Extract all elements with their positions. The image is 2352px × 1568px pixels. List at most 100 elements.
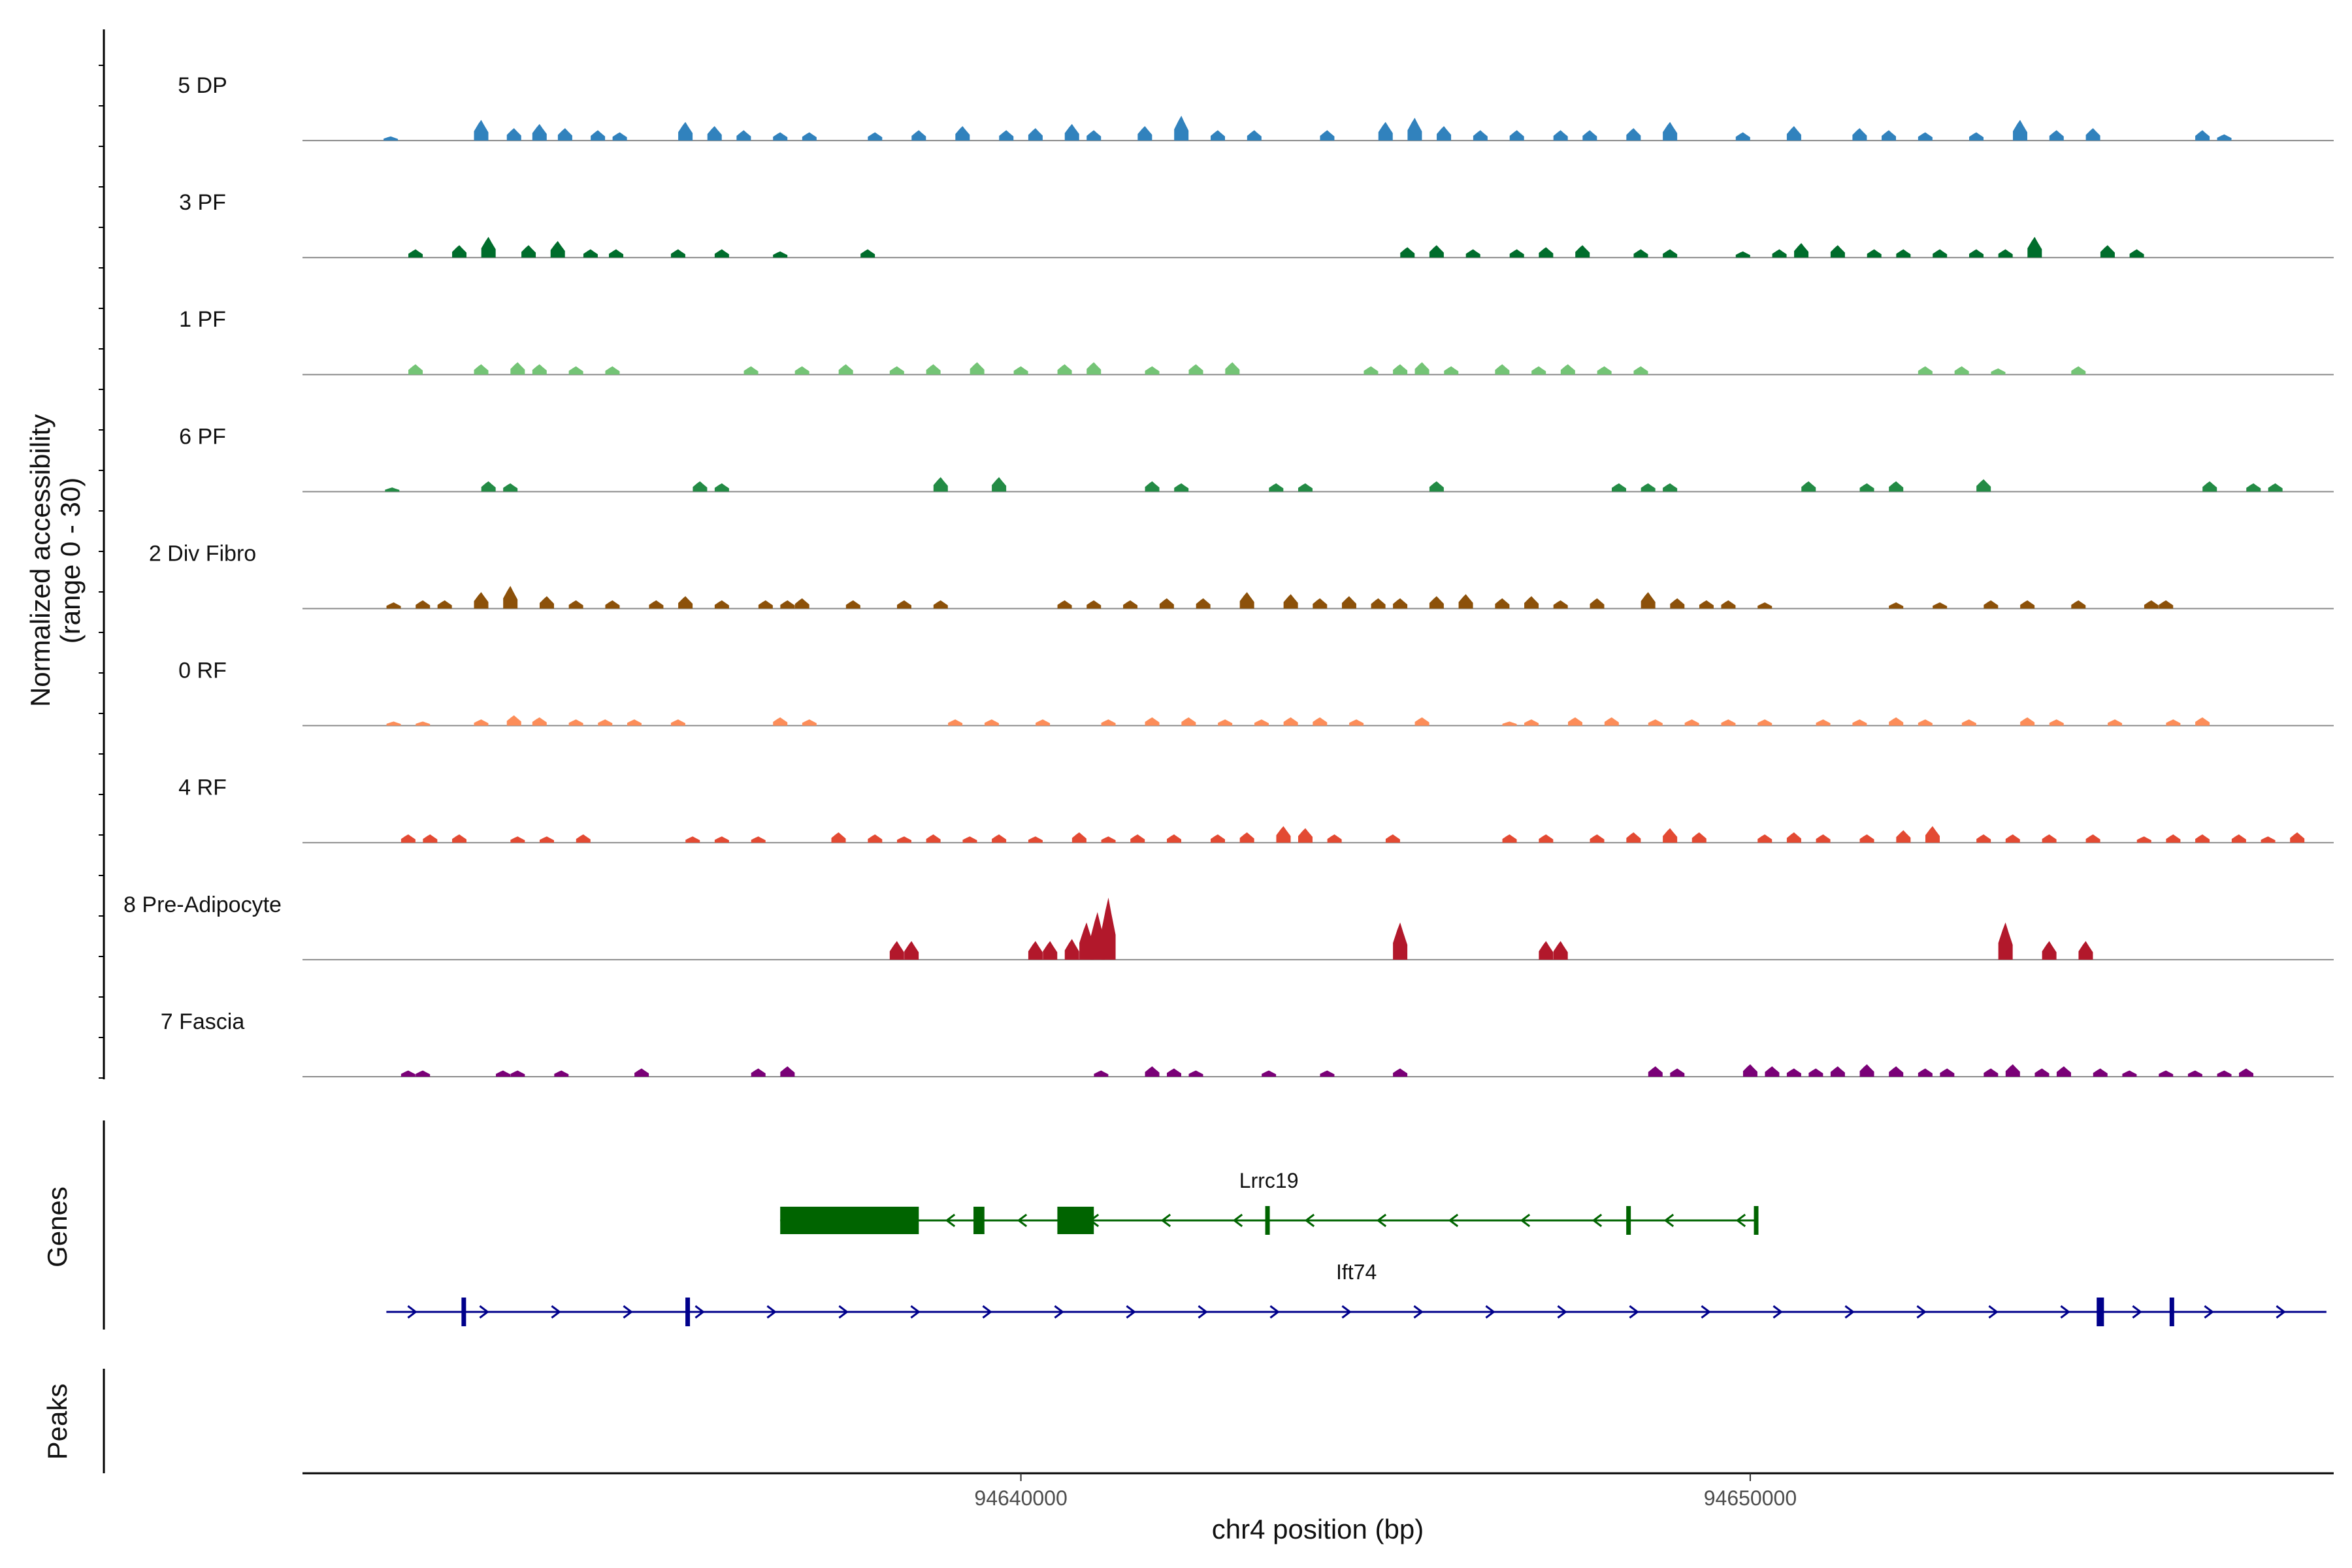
coverage-peak: [714, 836, 729, 843]
coverage-peak: [495, 1070, 510, 1077]
coverage-peak: [1327, 834, 1342, 843]
coverage-peak: [802, 132, 817, 141]
strand-arrow: [766, 1305, 777, 1319]
coverage-peak: [385, 487, 400, 492]
coverage-peak: [1145, 481, 1160, 492]
coverage-peak: [2166, 834, 2181, 843]
coverage-tracks: 5 DP 3 PF 1 PF 6 PF 2 Div Fibro 0 RF 4 RF 8 Pre…: [123, 73, 2334, 1077]
coverage-peak: [1940, 1068, 1955, 1077]
coverage-peak: [1211, 834, 1226, 843]
coverage-peak: [2071, 366, 2086, 375]
coverage-peak: [714, 249, 729, 258]
strand-arrow: [1520, 1213, 1531, 1228]
coverage-peak: [1626, 832, 1641, 843]
coverage-peak: [1254, 719, 1269, 726]
coverage-peak: [904, 941, 919, 960]
coverage-peak: [2187, 1070, 2202, 1077]
coverage-peak: [649, 600, 664, 609]
coverage-peak: [1786, 1068, 1801, 1077]
coverage-peak: [794, 366, 809, 375]
strand-arrow: [2132, 1305, 2142, 1319]
genes-track-title: Genes: [42, 1186, 73, 1267]
coverage-peak: [1808, 1068, 1823, 1077]
coverage-peak: [400, 1070, 416, 1077]
coverage-peak: [1539, 941, 1554, 960]
coverage-peak: [1954, 366, 1969, 375]
coverage-peak: [1648, 719, 1663, 726]
strand-arrow: [1269, 1305, 1280, 1319]
coverage-peak: [568, 719, 583, 726]
coverage-peak: [634, 1068, 649, 1077]
coverage-peak: [1502, 834, 1517, 843]
coverage-peak: [1313, 598, 1328, 609]
gene-track: Lrrc19 Ift74: [386, 1169, 2327, 1326]
coverage-peak: [2290, 832, 2305, 843]
coverage-peak: [1181, 717, 1196, 726]
coverage-peak: [838, 364, 853, 375]
track-0-rf: 0 RF: [178, 659, 2334, 727]
coverage-peak: [474, 719, 489, 726]
coverage-peak: [2202, 481, 2217, 492]
coverage-peak: [1043, 941, 1058, 960]
track-label: 2 Div Fibro: [149, 541, 256, 566]
coverage-peak: [1816, 719, 1831, 726]
coverage-peak: [1094, 1070, 1109, 1077]
coverage-peak: [773, 132, 788, 141]
coverage-peak: [955, 125, 970, 141]
coverage-peak: [1393, 922, 1408, 960]
coverage-peak: [506, 128, 521, 141]
coverage-peak: [1283, 594, 1298, 609]
coverage-peak: [1101, 897, 1116, 960]
coverage-peak: [1553, 941, 1568, 960]
strand-arrow: [945, 1213, 956, 1228]
coverage-peak: [437, 600, 452, 609]
coverage-peak: [1539, 834, 1554, 843]
strand-arrow: [1376, 1213, 1387, 1228]
coverage-peak: [1976, 479, 1991, 492]
coverage-peak: [1057, 600, 1072, 609]
coverage-peak: [1313, 717, 1328, 726]
coverage-peak: [568, 600, 583, 609]
strand-arrow: [2060, 1305, 2070, 1319]
coverage-peak: [736, 130, 751, 141]
coverage-peak: [1816, 834, 1831, 843]
coverage-peak: [1364, 366, 1379, 375]
coverage-peak: [452, 245, 467, 258]
coverage-peak: [1786, 832, 1801, 843]
coverage-peak: [1276, 826, 1291, 843]
coverage-peak: [860, 249, 875, 258]
coverage-peak: [1590, 834, 1605, 843]
coverage-peak: [714, 600, 729, 609]
coverage-peak: [1341, 596, 1356, 609]
coverage-peak: [678, 596, 693, 609]
gene-exon: [1626, 1206, 1631, 1235]
coverage-peak: [984, 719, 999, 726]
coverage-peak: [2108, 719, 2123, 726]
coverage-peak: [539, 596, 554, 609]
coverage-peak: [1663, 483, 1678, 492]
coverage-peak: [1137, 125, 1152, 141]
coverage-peak: [1801, 481, 1816, 492]
coverage-peak: [773, 251, 788, 258]
coverage-peak: [1298, 483, 1313, 492]
coverage-peak: [1882, 130, 1897, 141]
track-label: 6 PF: [179, 424, 226, 449]
coverage-peak: [1145, 366, 1160, 375]
strand-arrow: [1485, 1305, 1495, 1319]
track-label: 5 DP: [178, 73, 227, 98]
coverage-peak: [1196, 598, 1211, 609]
coverage-peak: [1407, 118, 1422, 141]
coverage-peak: [1852, 128, 1867, 141]
strand-arrow: [479, 1305, 489, 1319]
coverage-peak: [1123, 600, 1138, 609]
coverage-peak: [2020, 600, 2035, 609]
coverage-peak: [1742, 1064, 1757, 1077]
y-axis-range: (range 0 - 30): [55, 478, 86, 644]
gene-exon: [2097, 1298, 2104, 1326]
coverage-peak: [1495, 598, 1510, 609]
track-5-dp: 5 DP: [178, 73, 2334, 142]
coverage-peak: [2246, 483, 2261, 492]
coverage-peak: [1509, 249, 1524, 258]
strand-arrow: [1413, 1305, 1424, 1319]
coverage-peak: [1575, 245, 1590, 258]
